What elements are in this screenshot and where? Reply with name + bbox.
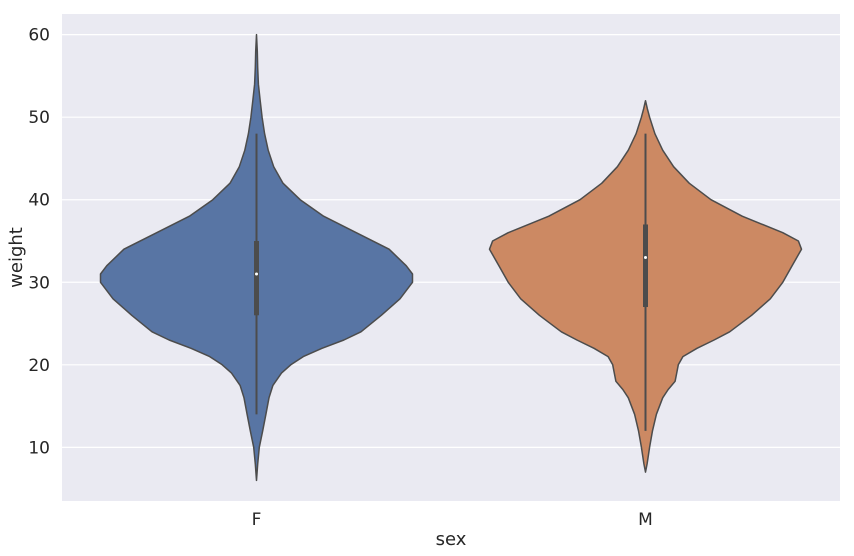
iqr-box <box>254 240 259 316</box>
median-marker <box>255 272 258 276</box>
y-tick-label: 10 <box>28 438 50 458</box>
y-tick-label: 30 <box>28 273 50 293</box>
iqr-box <box>643 224 648 308</box>
y-tick-label: 50 <box>28 108 50 128</box>
y-axis-label: weight <box>6 227 27 288</box>
y-tick-label: 20 <box>28 356 50 376</box>
violins <box>99 33 803 482</box>
x-axis-label: sex <box>436 529 467 550</box>
x-tick-label: M <box>638 510 653 530</box>
y-tick-labels: 10 20 30 40 50 60 <box>28 26 50 459</box>
median-marker <box>644 256 647 259</box>
y-tick-label: 60 <box>28 26 50 46</box>
y-tick-label: 40 <box>28 191 50 211</box>
x-tick-label: F <box>252 510 262 530</box>
